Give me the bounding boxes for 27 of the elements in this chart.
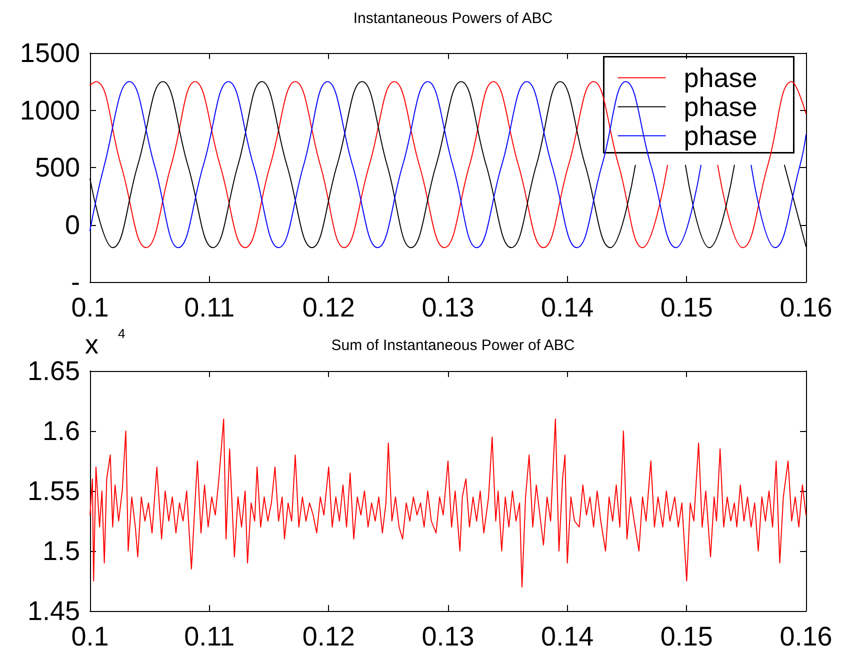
y-tick-label: 1500	[20, 38, 80, 68]
y-tick-label: 500	[34, 152, 80, 182]
legend-label: phase	[684, 120, 758, 151]
y-tick-label: 1.65	[27, 356, 80, 386]
x-tick-label: 0.13	[422, 292, 474, 322]
y-tick-label: 1.55	[27, 476, 80, 506]
x-tick-label: 0.16	[780, 622, 832, 650]
x-tick-label: 0.12	[302, 622, 355, 650]
y-tick-label: 0	[64, 210, 80, 240]
x-tick-label: 0.14	[541, 292, 594, 322]
y-tick-label: 1.6	[42, 416, 80, 446]
x-tick-label: 0.12	[302, 292, 355, 322]
x-tick-label: 0.13	[422, 622, 474, 650]
chart-title: Instantaneous Powers of ABC	[353, 10, 553, 27]
x-tick-label: 0.15	[660, 292, 713, 322]
text: x 4	[85, 326, 126, 360]
y-tick-label: 1.5	[42, 536, 80, 566]
x-tick-label: 0.14	[541, 622, 594, 650]
y-tick-label: 1000	[20, 95, 80, 126]
legend-label: phase	[684, 92, 758, 122]
line-series	[90, 418, 806, 588]
x-tick-label: 0.11	[184, 292, 235, 322]
x-tick-label: 0.11	[184, 622, 235, 650]
chart-title: Sum of Instantaneous Power of ABC	[331, 337, 575, 354]
x-tick-label: 0.15	[660, 622, 713, 650]
x-tick-label: 0.16	[780, 292, 832, 322]
legend-label: phase	[684, 62, 758, 93]
